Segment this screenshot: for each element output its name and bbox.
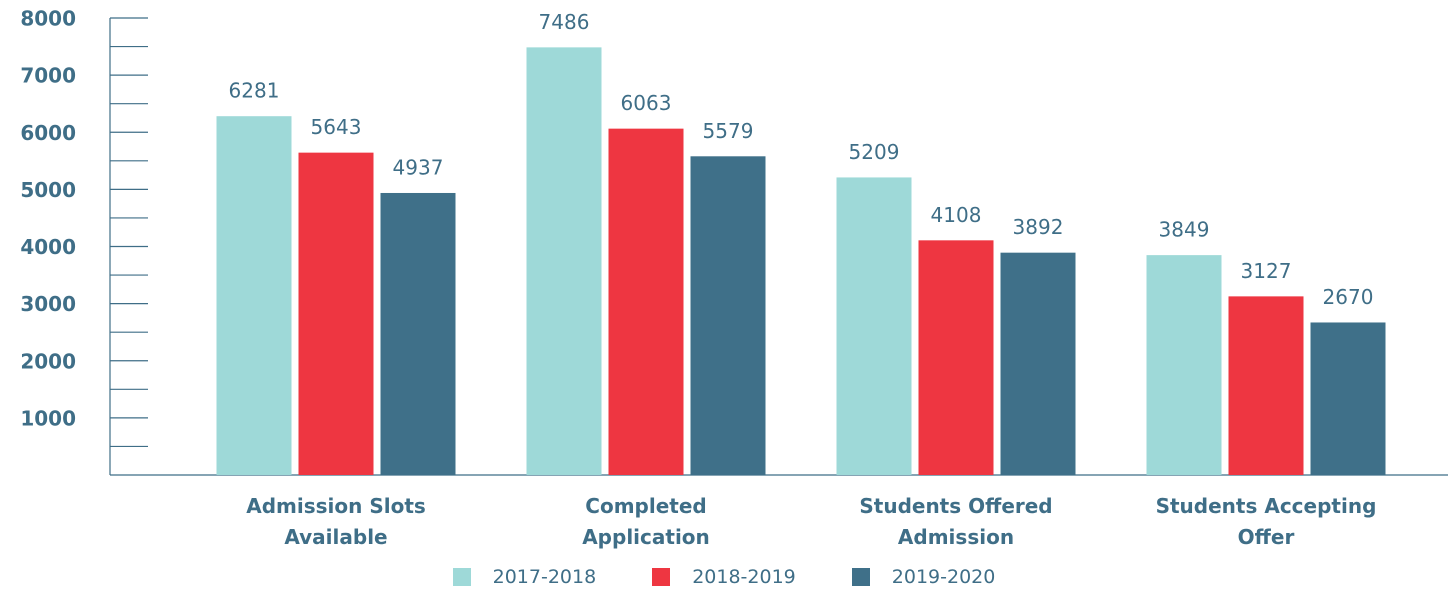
value-label: 6063 [621,91,672,115]
x-tick-label: Students Offered Admission [859,494,1053,549]
bar [526,47,602,476]
legend-swatch [652,568,671,586]
legend-item: 2017-2018 [452,566,597,588]
y-tick-label: 2000 [20,349,76,373]
value-label: 5643 [311,115,362,139]
value-label: 5579 [703,119,754,143]
legend-item: 2019-2020 [851,566,996,588]
y-tick-label: 3000 [20,292,76,316]
value-label: 3849 [1159,218,1210,242]
y-tick-label: 6000 [20,121,76,145]
legend-item: 2018-2019 [652,566,796,588]
value-label: 3892 [1013,215,1064,239]
bar [380,192,456,475]
bar [918,240,994,475]
legend: 2017-2018 2018-2019 2019-2020 [0,566,1448,588]
bar [1310,322,1386,475]
y-tick-label: 4000 [20,235,76,259]
value-label: 4937 [393,155,444,179]
legend-label: 2017-2018 [492,566,597,588]
bar [216,116,292,475]
legend-label: 2019-2020 [891,566,996,588]
y-tick-label: 5000 [20,178,76,202]
bar [1228,296,1304,475]
bar [608,128,684,475]
value-label: 6281 [229,79,280,103]
y-tick-label: 1000 [20,406,76,430]
legend-label: 2018-2019 [692,566,796,588]
x-tick-label: Admission Slots Available [246,494,426,549]
x-tick-label: Students Accepting Offer [1155,494,1377,549]
value-label: 5209 [849,140,900,164]
bar [298,152,374,476]
legend-swatch [851,568,870,586]
y-tick-label: 7000 [20,64,76,88]
value-label: 2670 [1323,285,1374,309]
bar [690,156,766,475]
x-tick-label: Completed Application [582,494,710,549]
legend-swatch [452,568,471,586]
y-tick-label: 8000 [20,7,76,31]
bar [836,177,912,475]
bar [1000,252,1076,475]
value-label: 3127 [1241,259,1292,283]
value-label: 4108 [931,203,982,227]
bar [1146,255,1222,475]
value-label: 7486 [539,10,590,34]
